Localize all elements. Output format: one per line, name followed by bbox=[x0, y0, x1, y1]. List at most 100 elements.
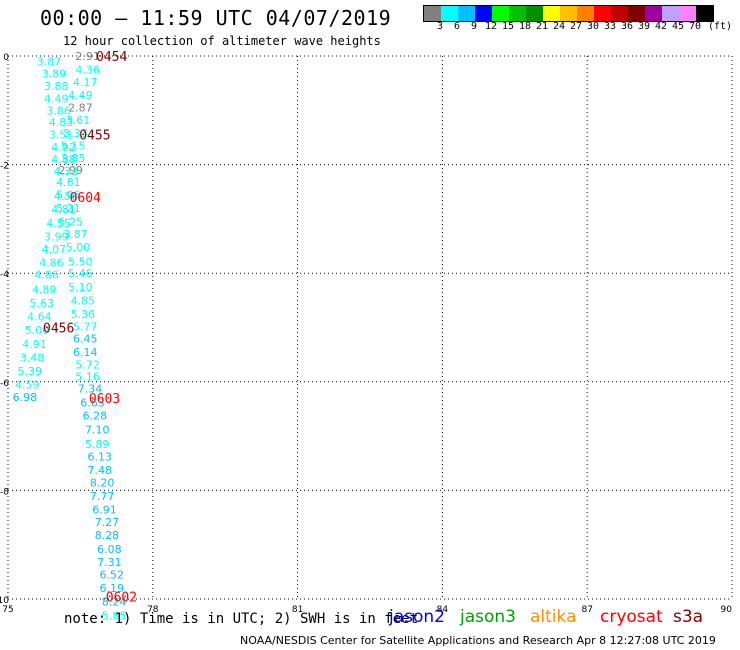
pass-time-label: 0455 bbox=[79, 129, 110, 144]
wave-height-value: 5.00 bbox=[25, 324, 50, 337]
legend-swatch bbox=[424, 6, 441, 21]
legend-swatch bbox=[628, 6, 645, 21]
wave-height-value: 8.28 bbox=[95, 529, 120, 542]
wave-height-value: 4.85 bbox=[71, 294, 96, 307]
legend-label: 33 bbox=[603, 21, 617, 32]
color-legend bbox=[423, 5, 714, 22]
legend-swatch bbox=[560, 6, 577, 21]
wave-height-value: 6.14 bbox=[73, 346, 98, 359]
legend-label: 6 bbox=[453, 21, 461, 32]
y-tick-label: -10 bbox=[0, 596, 9, 606]
wave-height-value: 6.63 bbox=[80, 396, 105, 409]
wave-height-value: 5.46 bbox=[68, 267, 93, 280]
legend-swatch bbox=[679, 6, 696, 21]
wave-height-value: 4.92 bbox=[51, 141, 76, 154]
legend-swatch bbox=[577, 6, 594, 21]
wave-height-value: 4.17 bbox=[73, 76, 98, 89]
legend-swatch bbox=[475, 6, 492, 21]
wave-height-value: 7.77 bbox=[90, 490, 115, 503]
wave-height-value: 4.49 bbox=[44, 92, 69, 105]
wave-height-value: 5.10 bbox=[68, 281, 93, 294]
wave-height-value: 3.88 bbox=[44, 80, 69, 93]
legend-label: 27 bbox=[569, 21, 583, 32]
wave-height-value: 5.16 bbox=[75, 370, 100, 383]
legend-swatch bbox=[662, 6, 679, 21]
y-tick-label: -8 bbox=[0, 487, 9, 497]
wave-height-value: 4.81 bbox=[56, 176, 81, 189]
wave-height-value: 2.87 bbox=[68, 102, 93, 115]
x-tick-label: 78 bbox=[147, 605, 159, 615]
wave-height-value: 4.36 bbox=[75, 64, 100, 77]
wave-height-value: 7.48 bbox=[87, 464, 112, 477]
wave-height-value: 7.34 bbox=[78, 382, 103, 395]
wave-height-value: 5.00 bbox=[66, 241, 91, 254]
legend-swatch bbox=[645, 6, 662, 21]
wave-height-value: 3.48 bbox=[20, 351, 45, 364]
wave-height-value: 3.99 bbox=[44, 230, 69, 243]
legend-label: 12 bbox=[484, 21, 498, 32]
legend-label: 36 bbox=[620, 21, 634, 32]
pass-time-label: 0602 bbox=[106, 590, 137, 605]
wave-height-value: 5.33 bbox=[63, 127, 88, 140]
wave-height-value: 4.58 bbox=[54, 190, 79, 203]
wave-height-value: 4.81 bbox=[51, 203, 76, 216]
legend-label: 3 bbox=[436, 21, 444, 32]
wave-height-value: 3.87 bbox=[37, 55, 62, 68]
legend-swatch bbox=[543, 6, 560, 21]
y-tick-label: 0 bbox=[3, 53, 9, 63]
pass-time-label: 0604 bbox=[70, 191, 101, 206]
wave-height-value: 5.72 bbox=[75, 358, 100, 371]
wave-height-value: 5.39 bbox=[17, 365, 42, 378]
wave-height-value: 7.31 bbox=[97, 556, 122, 569]
wave-height-value: 5.25 bbox=[58, 216, 83, 229]
legend-label: 18 bbox=[518, 21, 532, 32]
y-tick-label: -4 bbox=[0, 270, 9, 280]
wave-height-value: 5.36 bbox=[71, 308, 96, 321]
wave-height-value: 3.87 bbox=[63, 228, 88, 241]
legend-label: 9 bbox=[470, 21, 478, 32]
legend-label: 39 bbox=[637, 21, 651, 32]
legend-label: (ft) bbox=[707, 21, 733, 32]
wave-height-value: 5.21 bbox=[56, 202, 81, 215]
wave-height-value: 4.89 bbox=[32, 283, 57, 296]
wave-height-value: 5.50 bbox=[68, 255, 93, 268]
wave-height-value: 6.13 bbox=[87, 451, 112, 464]
wave-height-value: 4.88 bbox=[51, 153, 76, 166]
legend-swatch bbox=[492, 6, 509, 21]
legend-swatch bbox=[526, 6, 543, 21]
wave-height-value: 4.91 bbox=[22, 338, 47, 351]
y-tick-label: -2 bbox=[0, 162, 9, 172]
satellite-label-jason2: jason2 bbox=[389, 607, 445, 627]
legend-label: 21 bbox=[535, 21, 549, 32]
legend-swatch bbox=[696, 6, 713, 21]
pass-time-label: 0454 bbox=[96, 50, 127, 65]
wave-height-value: 7.27 bbox=[95, 516, 120, 529]
map-title: 00:00 – 11:59 UTC 04/07/2019 bbox=[40, 6, 392, 30]
legend-label: 42 bbox=[654, 21, 668, 32]
wave-height-value: 3.89 bbox=[42, 67, 67, 80]
x-tick-label: 81 bbox=[292, 605, 303, 615]
legend-label: 45 bbox=[671, 21, 685, 32]
wave-height-value: 3.85 bbox=[61, 152, 86, 165]
legend-label: 70 bbox=[688, 21, 702, 32]
x-tick-label: 90 bbox=[721, 605, 733, 615]
satellite-label-jason3: jason3 bbox=[460, 607, 516, 627]
wave-height-value: 4.07 bbox=[42, 243, 67, 256]
wave-height-value: 5.85 bbox=[102, 609, 127, 622]
wave-height-value: 4.55 bbox=[46, 217, 71, 230]
map-subtitle: 12 hour collection of altimeter wave hei… bbox=[63, 34, 381, 48]
wave-height-value: 6.91 bbox=[92, 503, 117, 516]
satellite-label-cryosat: cryosat bbox=[600, 607, 663, 627]
legend-label: 30 bbox=[586, 21, 600, 32]
credit-line: NOAA/NESDIS Center for Satellite Applica… bbox=[240, 634, 716, 647]
wave-height-value: 6.19 bbox=[100, 582, 125, 595]
wave-height-value: 5.63 bbox=[30, 297, 55, 310]
legend-swatch bbox=[611, 6, 628, 21]
wave-height-value: 4.33 bbox=[54, 165, 79, 178]
wave-height-value: 6.08 bbox=[97, 543, 122, 556]
wave-height-value: 6.28 bbox=[83, 409, 108, 422]
satellite-label-s3a: s3a bbox=[673, 607, 704, 627]
wave-height-value: 8.20 bbox=[90, 476, 115, 489]
wave-height-value: 5.89 bbox=[85, 438, 110, 451]
